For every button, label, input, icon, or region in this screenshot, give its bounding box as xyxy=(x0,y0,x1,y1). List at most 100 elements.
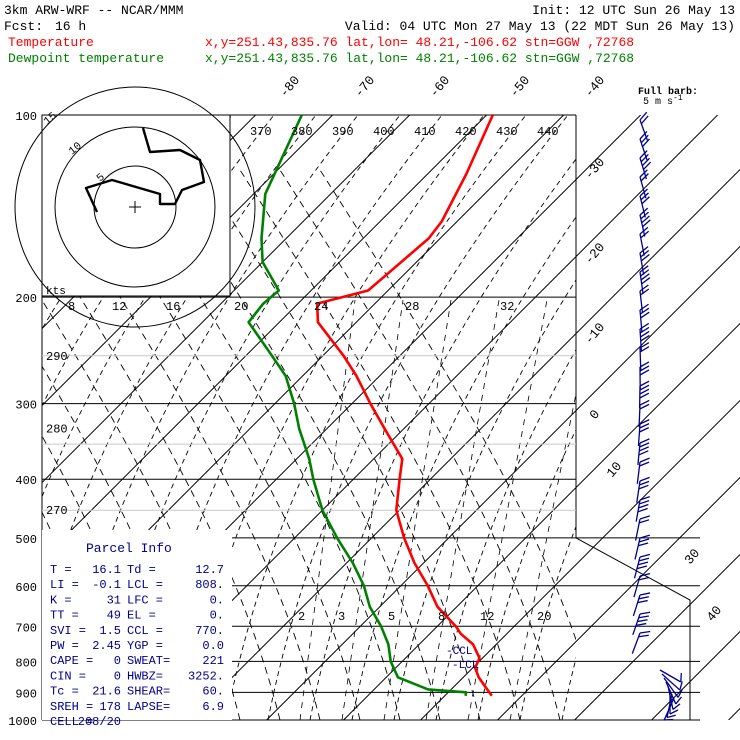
moist-adiabat-line xyxy=(279,169,561,720)
wind-barb-flag xyxy=(677,689,683,698)
barb-legend-units-exponent: -1 xyxy=(673,94,683,103)
wind-barb-flag xyxy=(639,399,650,406)
parcel-row-label-2: LAPSE= xyxy=(127,700,170,714)
wind-barb xyxy=(632,592,651,617)
isotherm-label-top: -40 xyxy=(582,73,609,101)
wind-barb-flag xyxy=(638,615,649,619)
parcel-row-value: 49 xyxy=(107,609,121,623)
wind-barb xyxy=(639,150,652,180)
pressure-label: 700 xyxy=(15,621,37,635)
legend-dewpoint-label: Dewpoint temperature xyxy=(8,51,164,66)
wind-barb-flag xyxy=(637,561,649,566)
wind-barb-flag xyxy=(643,161,652,170)
parcel-row-label-2: LCL = xyxy=(127,578,163,592)
pressure-label: 800 xyxy=(15,656,37,670)
wind-barb-flag xyxy=(639,361,650,368)
isotherm-label-outer: 30 xyxy=(682,546,704,568)
dry-adiabat-line xyxy=(42,115,317,617)
wind-barb xyxy=(639,169,649,199)
mixing-ratio-label-low: 5 xyxy=(388,610,395,624)
isotherm-label-right: -30 xyxy=(582,155,609,183)
wind-barb-flag xyxy=(675,696,682,705)
wind-barb-flag xyxy=(639,438,650,444)
wind-barb-flag xyxy=(640,173,649,182)
pressure-label: 1000 xyxy=(8,715,37,729)
wind-barb-flag xyxy=(639,519,650,524)
isotherm-label-top: -50 xyxy=(507,73,534,101)
theta-e-label: 420 xyxy=(455,125,477,139)
wind-barb-flag xyxy=(640,273,650,281)
mixing-ratio-label-low: 20 xyxy=(537,610,551,624)
legend-temperature-label: Temperature xyxy=(8,35,94,50)
theta-label-left: 280 xyxy=(46,423,68,437)
barb-legend-title: Full barb: xyxy=(638,86,698,98)
wind-barb-flag xyxy=(639,392,650,399)
theta-label-left: 270 xyxy=(46,504,68,518)
wind-barb-flag xyxy=(638,446,649,452)
parcel-row-label-2: Td = xyxy=(127,563,156,577)
wind-barb xyxy=(636,476,650,503)
wind-barb-flag xyxy=(639,322,650,330)
wind-barb-flag xyxy=(639,188,648,197)
parcel-row-value: 2.45 xyxy=(92,639,121,653)
parcel-row-label: TT = xyxy=(50,609,79,623)
parcel-row-value: 0 xyxy=(114,654,121,668)
wind-barb-flag xyxy=(639,496,650,501)
wind-barb xyxy=(661,673,683,691)
wind-barb-flag xyxy=(635,622,647,626)
wind-barb-flag xyxy=(639,461,650,467)
parcel-row-label: Tc = xyxy=(50,685,79,699)
wind-barb-flag xyxy=(639,480,650,486)
isotherm-line xyxy=(728,707,740,720)
wind-barb-flag xyxy=(640,334,650,342)
dry-adiabat-line xyxy=(141,115,443,720)
parcel-row-value-2: 808. xyxy=(195,578,224,592)
hodograph-trace xyxy=(84,127,206,213)
dry-adiabat-line xyxy=(267,115,569,720)
wind-barb-flag xyxy=(641,215,650,224)
parcel-row-value-2: 0. xyxy=(210,593,224,607)
isotherm-line xyxy=(574,553,740,720)
dry-adiabat-line xyxy=(309,158,576,720)
isotherm-label-top: -70 xyxy=(352,73,379,101)
wind-barb-flag xyxy=(639,346,650,353)
parcel-row-label-2: SWEAT= xyxy=(127,654,170,668)
parcel-row-value-2: 60. xyxy=(202,685,224,699)
wind-barb-flag xyxy=(639,342,650,349)
wind-barb-flag xyxy=(664,718,674,721)
wind-barb-flag xyxy=(639,384,650,391)
parcel-row-value: 21.6 xyxy=(92,685,121,699)
theta-e-label: 440 xyxy=(537,125,559,139)
parcel-row-label-2: LFC = xyxy=(127,593,163,607)
wind-barb-flag xyxy=(639,457,650,463)
wind-barb-flag xyxy=(639,442,650,448)
wind-barb-flag xyxy=(640,211,650,220)
mixing-ratio-label-top: 8 xyxy=(68,300,75,314)
wind-barb-flag xyxy=(638,542,649,547)
wind-barb-flag xyxy=(639,573,651,577)
parcel-row-value-2: 3252. xyxy=(188,669,224,683)
wind-barb-flag xyxy=(666,714,676,719)
wind-barb-flag xyxy=(639,630,651,634)
isotherm-line xyxy=(497,476,740,720)
wind-barb-flag xyxy=(639,380,650,387)
parcel-row-value-2: 221 xyxy=(202,654,224,668)
parcel-row-label: CELL = xyxy=(50,715,93,729)
parcel-row-label-2: HWBZ= xyxy=(127,669,163,683)
wind-barb-flag xyxy=(639,111,648,121)
parcel-info-table: Parcel Info T = 16.1 Td = 12.7 LI = -0.1 LCL =… xyxy=(50,541,224,729)
moist-adiabat-line xyxy=(319,169,576,642)
parcel-row-value: 16.1 xyxy=(92,563,121,577)
parcel-row-value: -0.1 xyxy=(92,578,121,592)
dry-adiabat-line xyxy=(351,216,576,720)
isotherm-line xyxy=(343,322,740,720)
parcel-row-value: 208/20 xyxy=(78,715,121,729)
theta-e-label: 410 xyxy=(414,125,436,139)
wind-barb-flag xyxy=(637,599,648,604)
parcel-row-label: SREH = xyxy=(50,700,93,714)
wind-barb-flag xyxy=(639,284,649,292)
wind-barb xyxy=(633,553,651,579)
wind-barb-flag xyxy=(639,427,650,433)
isotherm-label-top: -60 xyxy=(427,73,454,101)
parcel-row-label: CAPE = xyxy=(50,654,93,668)
